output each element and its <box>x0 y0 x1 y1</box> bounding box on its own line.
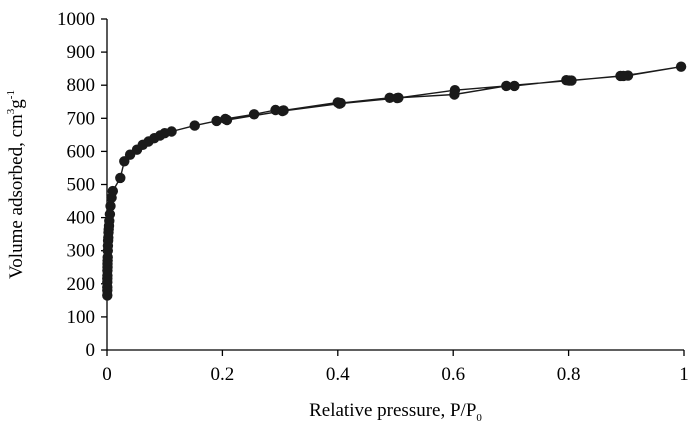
data-point <box>384 92 395 104</box>
data-point <box>189 120 200 131</box>
data-point <box>675 61 687 72</box>
y-tick-label: 100 <box>67 307 96 328</box>
x-tick-label: 0 <box>102 364 112 385</box>
y-tick-label: 1000 <box>57 9 95 30</box>
y-tick-label: 500 <box>67 175 96 196</box>
x-axis-title: Relative pressure, P/P0 <box>309 400 482 424</box>
data-point <box>248 109 260 120</box>
y-tick-label: 300 <box>67 241 96 262</box>
y-tick-label: 0 <box>86 340 96 361</box>
x-tick-label: 0.2 <box>211 364 235 385</box>
axes: 0 100 200 300 400 500 600 700 800 900 1000 0 0.2 0.4 0… <box>57 9 689 385</box>
data-point <box>105 200 116 212</box>
x-tick-label: 0.4 <box>326 364 350 385</box>
data-point <box>104 209 116 220</box>
y-axis-title: Volume adsorbed, cm3g-1 <box>5 90 27 279</box>
y-tick-label: 200 <box>67 274 96 295</box>
y-tick-label: 900 <box>67 42 96 63</box>
data-point <box>115 172 126 184</box>
data-point <box>221 114 233 126</box>
data-point <box>618 70 629 82</box>
x-tick-label: 0.8 <box>557 364 581 385</box>
data-point <box>277 105 288 117</box>
data-point <box>107 185 119 197</box>
data-point <box>392 92 403 104</box>
y-tick-label: 800 <box>67 75 96 96</box>
y-tick-label: 400 <box>67 208 96 229</box>
y-tick-label: 700 <box>67 108 96 129</box>
data-point <box>334 98 345 109</box>
x-tick-label: 1 <box>679 364 689 385</box>
y-tick-label: 600 <box>67 141 96 162</box>
x-tick-label: 0.6 <box>441 364 465 385</box>
data-series <box>102 61 687 301</box>
data-point <box>564 75 575 86</box>
data-point <box>211 115 222 127</box>
data-point <box>166 126 177 137</box>
data-point <box>509 80 520 92</box>
data-point <box>449 85 461 96</box>
data-point <box>501 80 512 92</box>
